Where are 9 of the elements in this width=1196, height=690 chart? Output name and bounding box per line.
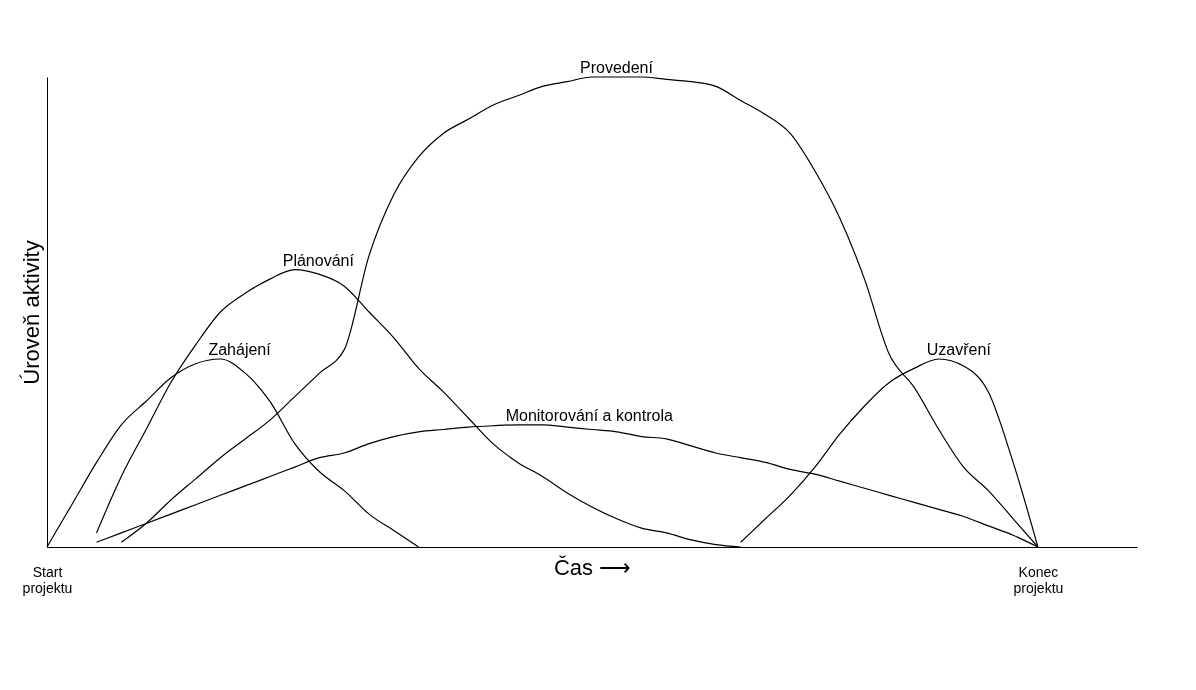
series-label: Plánování xyxy=(282,251,355,269)
x-tick-label: Start projektu xyxy=(22,563,73,596)
series-label: Zahájení xyxy=(208,341,272,358)
x-tick-label: Konec projektu xyxy=(1013,563,1064,596)
series-label: Uzavření xyxy=(926,341,992,358)
y-axis-title: Úroveň aktivity xyxy=(18,240,44,385)
series-label: Monitorování a kontrola xyxy=(505,406,673,424)
series-label: Provedení xyxy=(580,59,654,76)
x-axis-title: Čas ⟶ xyxy=(553,554,632,580)
